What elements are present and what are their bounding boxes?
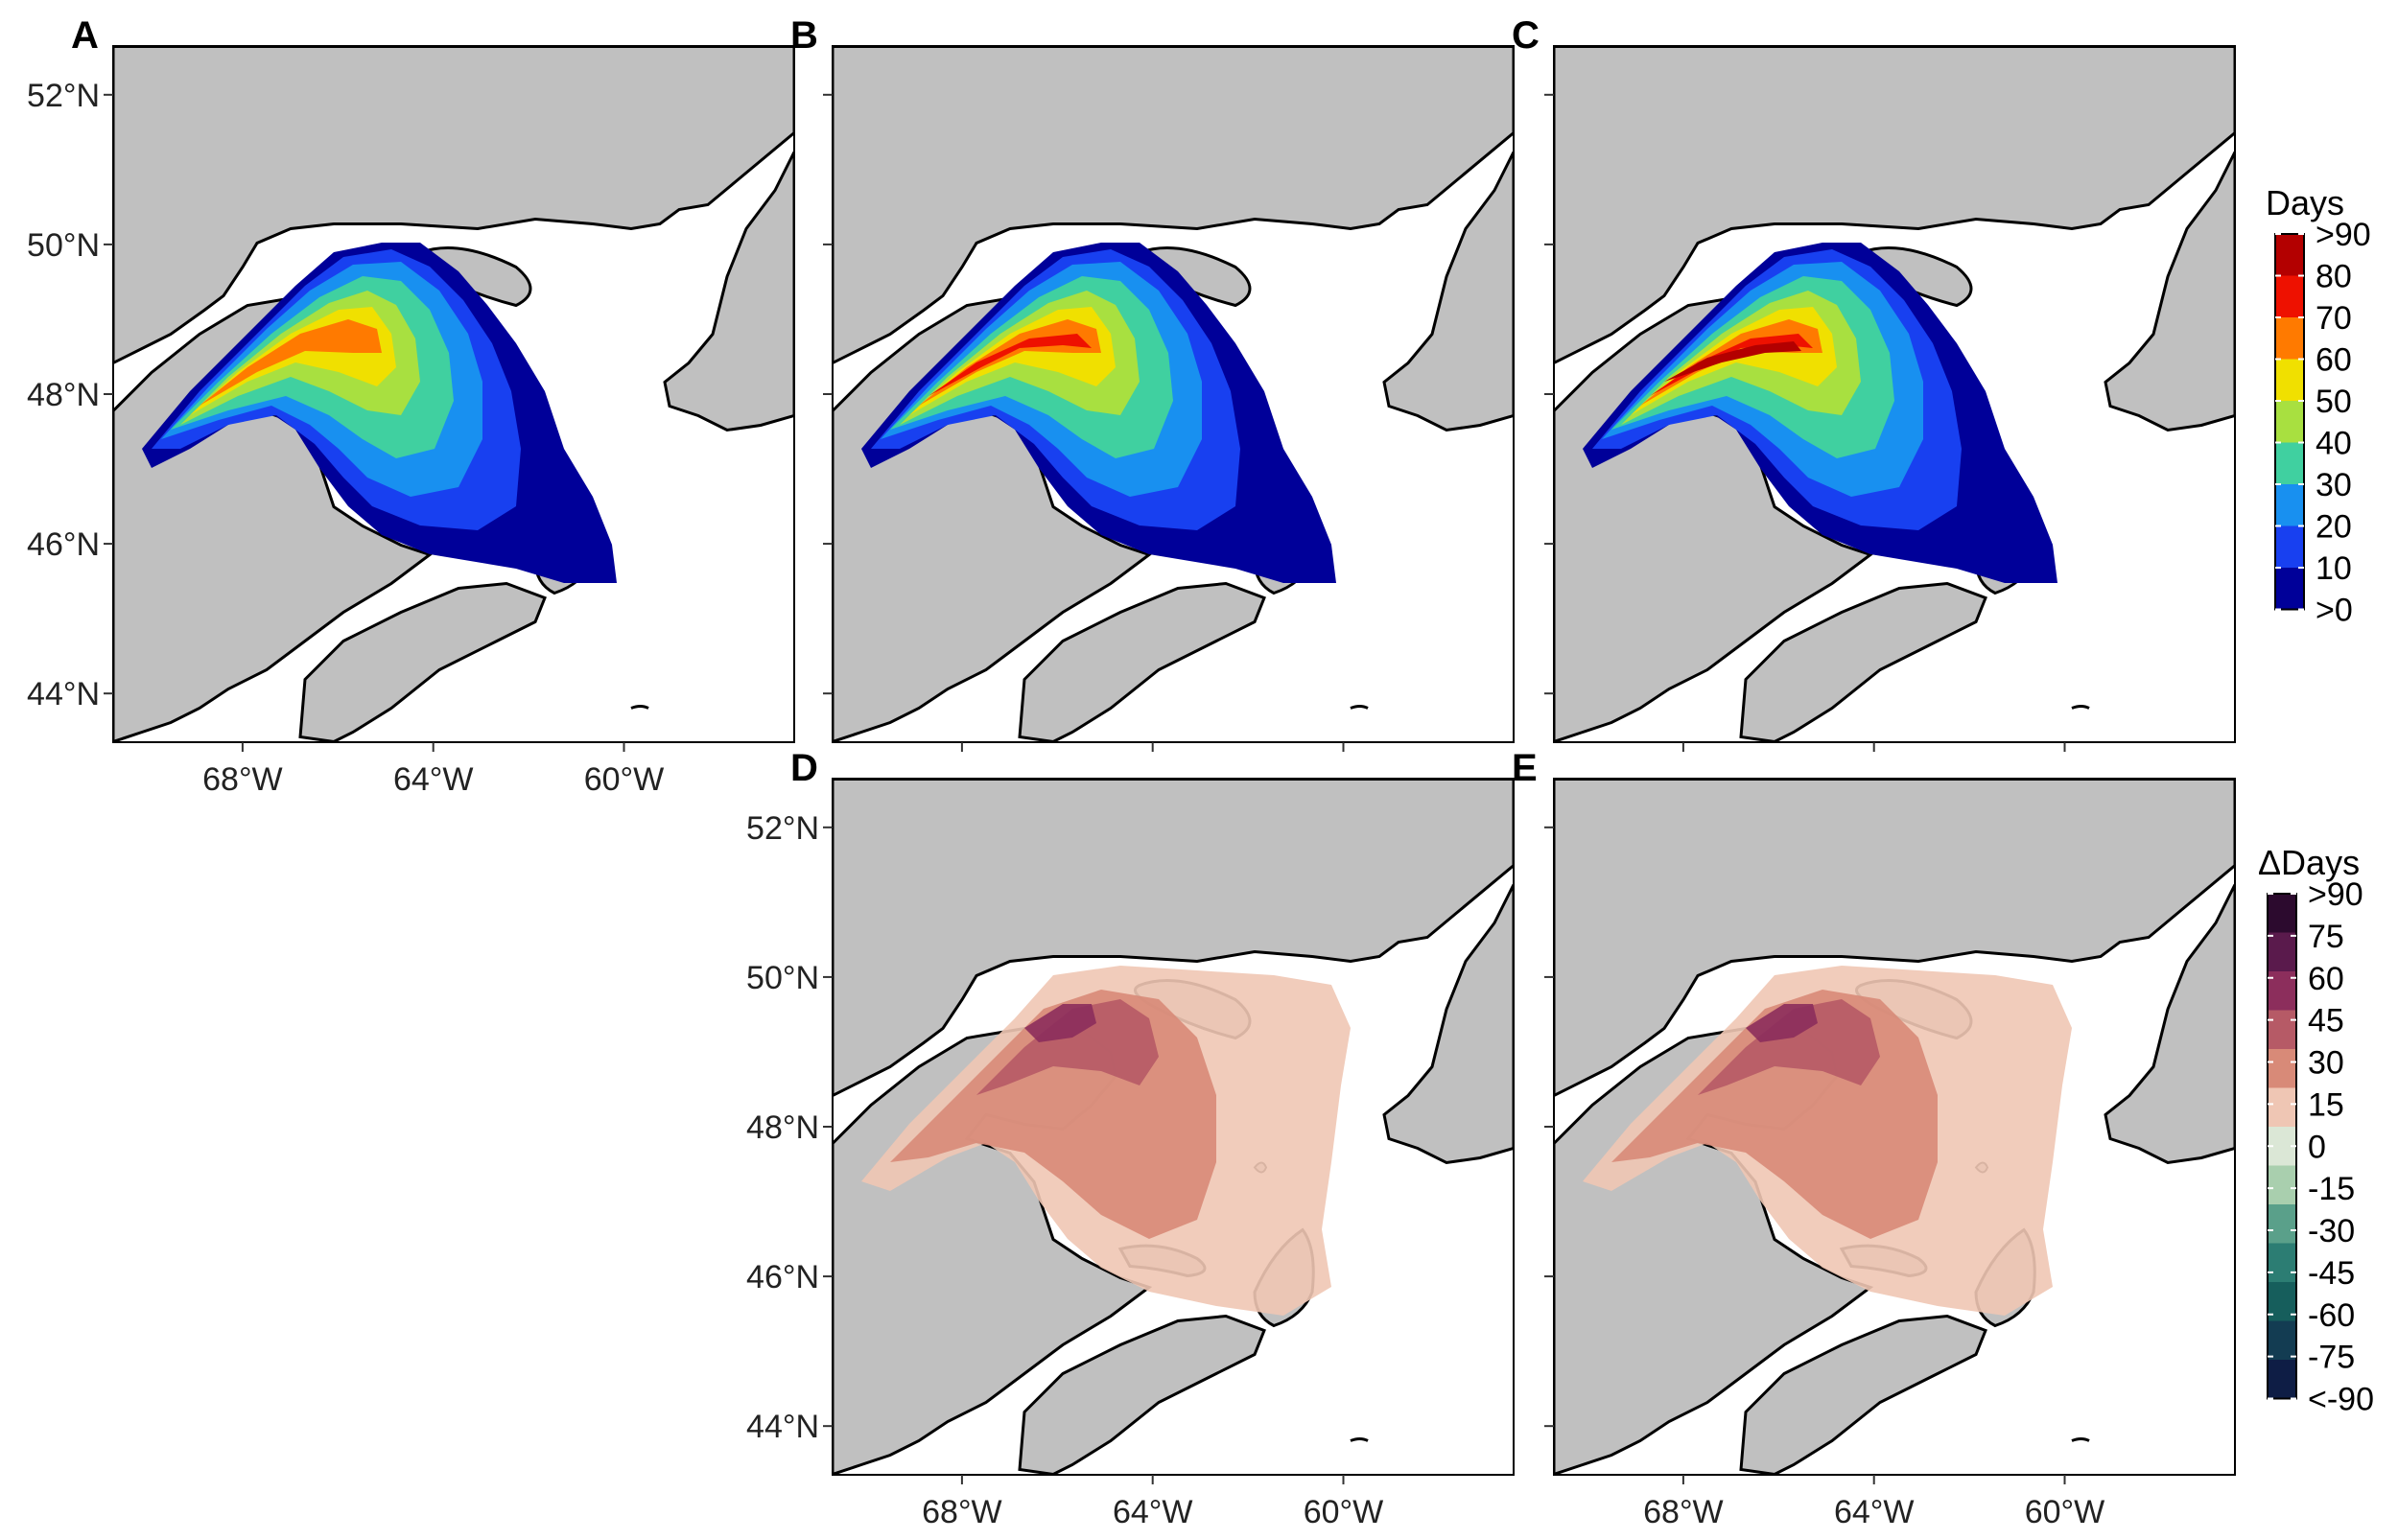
legend-swatch	[2268, 1049, 2296, 1088]
legend-swatch	[2275, 525, 2304, 568]
legend-label: -45	[2308, 1255, 2355, 1292]
legend-swatch	[2275, 442, 2304, 484]
legend-swatch	[2275, 568, 2304, 610]
legend-label: 30	[2308, 1045, 2344, 1082]
legend-swatch	[2268, 1360, 2296, 1399]
panel-letter: D	[790, 747, 818, 789]
panel-letter: B	[790, 14, 818, 57]
legend-label: 40	[2316, 426, 2352, 462]
latitude-label: 50°N	[746, 960, 819, 996]
legend-swatch	[2268, 1010, 2296, 1049]
panel-letter: A	[71, 14, 99, 57]
data-overlay	[1583, 966, 2072, 1316]
map-panel-c: C	[1512, 14, 2236, 752]
legend-label: 30	[2316, 467, 2352, 503]
longitude-label: 68°W	[922, 1494, 1002, 1530]
legend-label: 45	[2308, 1003, 2344, 1039]
legend-swatch	[2268, 1243, 2296, 1282]
legend-swatch	[2268, 894, 2296, 933]
legend-title: ΔDays	[2258, 843, 2360, 882]
legend-label: -30	[2308, 1213, 2355, 1249]
longitude-label: 68°W	[1643, 1494, 1724, 1530]
latitude-label: 48°N	[27, 377, 100, 413]
legend-label: >90	[2316, 217, 2371, 253]
legend-label: <-90	[2308, 1382, 2374, 1418]
latitude-label: 52°N	[746, 810, 819, 847]
latitude-label: 44°N	[746, 1409, 819, 1445]
delta-layer	[976, 999, 1159, 1095]
delta-layer	[1024, 1004, 1096, 1042]
legend-swatch	[2268, 932, 2296, 971]
legend-swatch	[2275, 401, 2304, 443]
longitude-label: 60°W	[2025, 1494, 2105, 1530]
legend-label: >90	[2308, 876, 2363, 913]
legend-label: 60	[2316, 342, 2352, 379]
panel-letter: C	[1512, 14, 1540, 57]
panel-letter: E	[1512, 747, 1538, 789]
legend-label: 75	[2308, 919, 2344, 955]
legend-label: 50	[2316, 384, 2352, 420]
latitude-label: 48°N	[746, 1109, 819, 1146]
legend-swatch	[2268, 1087, 2296, 1127]
delta-layer	[1698, 999, 1880, 1095]
days-layer	[1664, 341, 1801, 382]
days-layer	[200, 319, 382, 406]
legend-label: -15	[2308, 1171, 2355, 1207]
latitude-label: 50°N	[27, 227, 100, 264]
legend-days: Days>90 80 70 60 50 40 30 20 10 >0	[2266, 183, 2371, 629]
longitude-label: 60°W	[584, 761, 665, 798]
legend-swatch	[2275, 359, 2304, 401]
data-overlay	[861, 243, 1336, 583]
legend-label: 10	[2316, 550, 2352, 587]
latitude-label: 52°N	[27, 78, 100, 114]
days-layer	[929, 334, 1092, 396]
legend-swatch	[2268, 1204, 2296, 1244]
legend-label: 70	[2316, 300, 2352, 337]
legend-label: -60	[2308, 1297, 2355, 1334]
legend-swatch	[2275, 234, 2304, 276]
map-panel-b: B	[790, 14, 1515, 752]
longitude-label: 60°W	[1304, 1494, 1384, 1530]
legend-swatch	[2275, 484, 2304, 526]
longitude-label: 68°W	[202, 761, 283, 798]
legend-title: Days	[2266, 183, 2344, 222]
latitude-label: 46°N	[27, 526, 100, 563]
legend-swatch	[2275, 275, 2304, 317]
legend-label: -75	[2308, 1340, 2355, 1376]
legend-label: 20	[2316, 509, 2352, 546]
legend-label: 60	[2308, 961, 2344, 997]
data-overlay	[142, 243, 617, 583]
latitude-label: 44°N	[27, 676, 100, 712]
legend-label: >0	[2316, 593, 2353, 629]
latitude-label: 46°N	[746, 1259, 819, 1295]
legend-swatch	[2275, 317, 2304, 360]
delta-layer	[1746, 1004, 1818, 1042]
legend-swatch	[2268, 1165, 2296, 1204]
days-layer	[1650, 334, 1813, 396]
map-panel-a: A 52°N 50°N 48°N 46°N 44°N 68°W 64°W 60°W	[27, 14, 795, 798]
legend-swatch	[2268, 1320, 2296, 1360]
legend-label: 80	[2316, 259, 2352, 295]
data-overlay	[861, 966, 1351, 1316]
data-overlay	[1583, 243, 2057, 583]
map-panel-d: D 52°N 50°N 48°N 46°N 44°N 68°W 64°W 60°W	[746, 747, 1515, 1530]
longitude-label: 64°W	[1113, 1494, 1193, 1530]
longitude-label: 64°W	[393, 761, 474, 798]
legend-label: 0	[2308, 1129, 2326, 1165]
longitude-label: 64°W	[1834, 1494, 1915, 1530]
legend-label: 15	[2308, 1086, 2344, 1123]
map-panel-e: E 68°W 64°W 60°W	[1512, 747, 2236, 1530]
legend-delta-days: ΔDays>90 75 60 45 30 15 0 -15 -30 -45 -60 -75 <-90	[2258, 843, 2374, 1418]
